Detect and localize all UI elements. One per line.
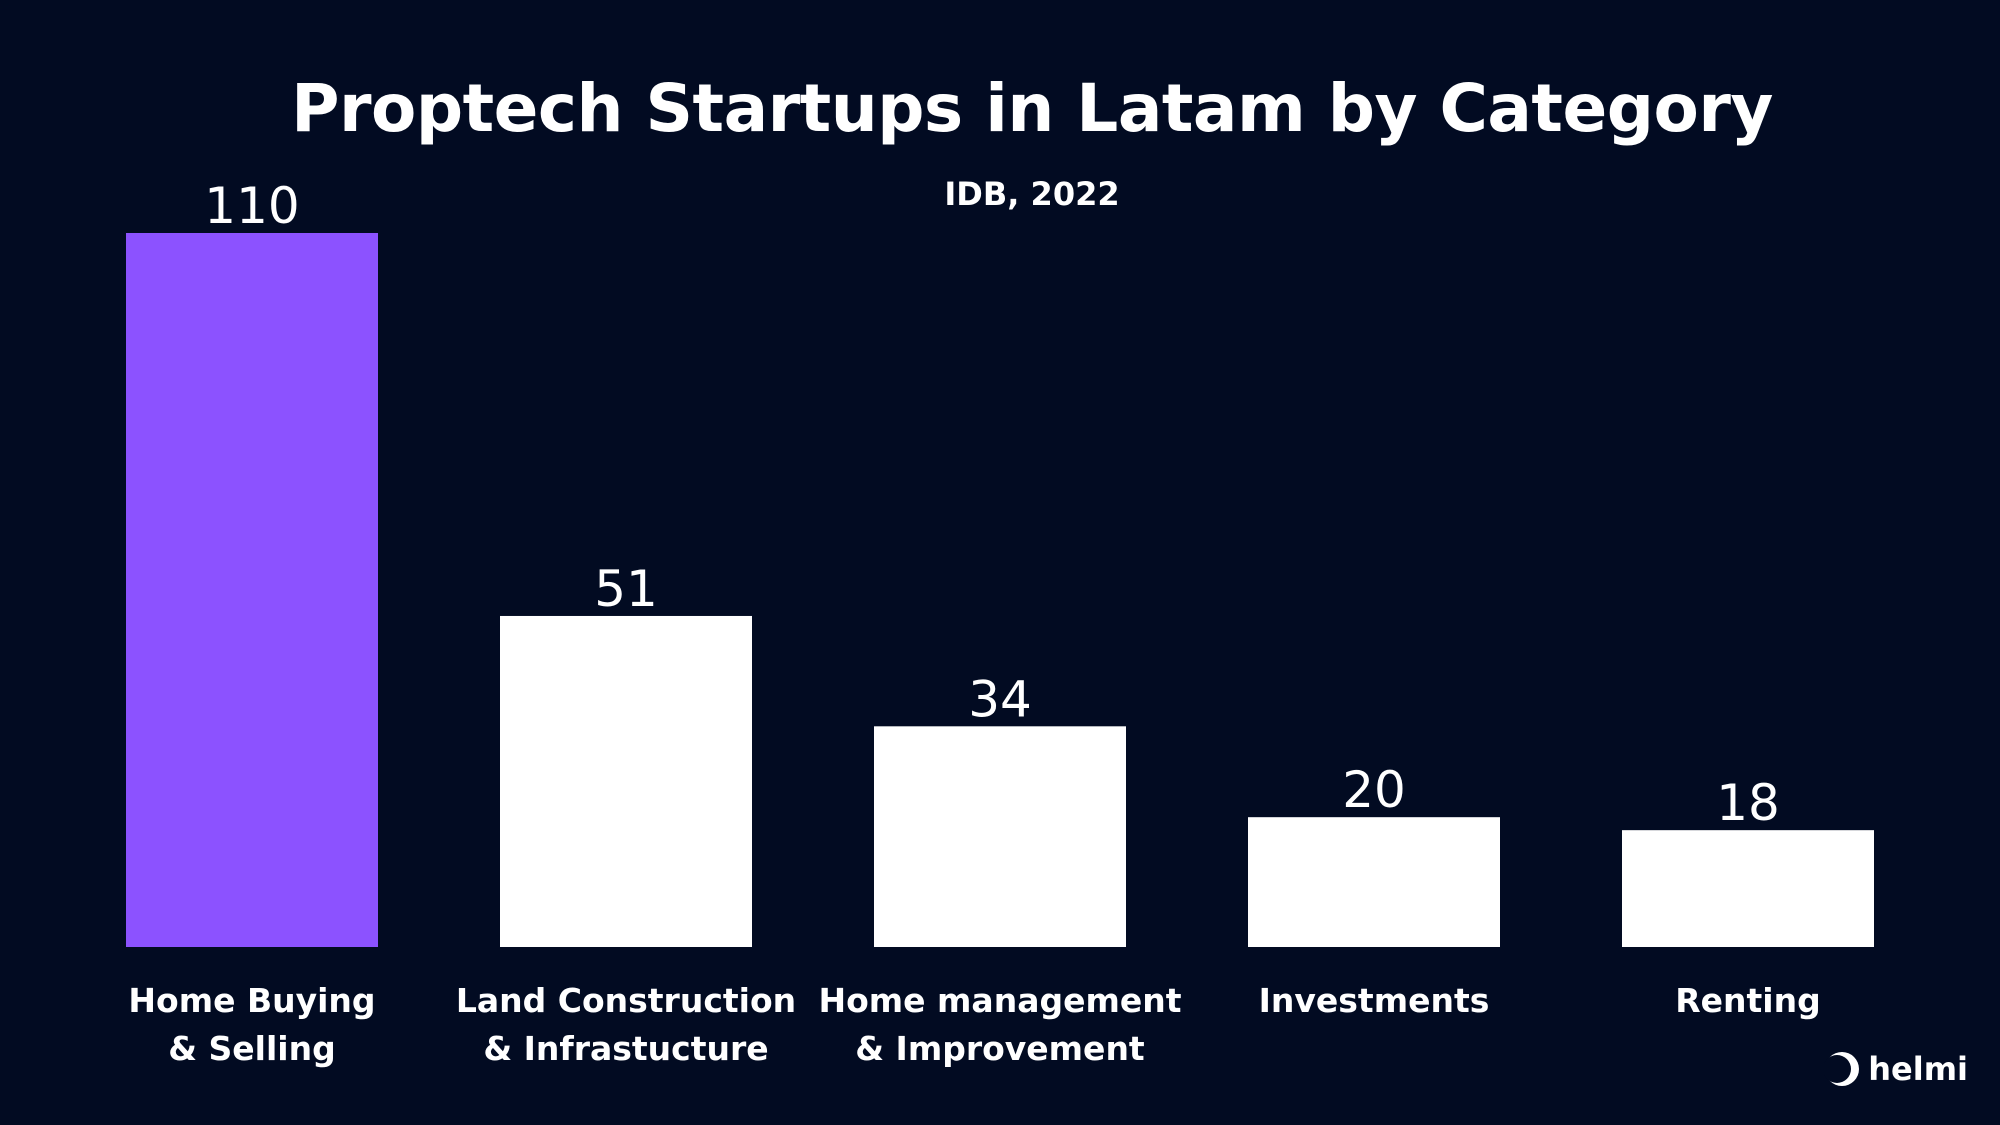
category-label: & Improvement xyxy=(855,1029,1145,1068)
bar xyxy=(500,615,752,947)
category-label: Investments xyxy=(1259,981,1490,1020)
bar xyxy=(126,233,378,947)
category-label: & Infrastucture xyxy=(483,1029,768,1068)
category-label: Home management xyxy=(819,981,1182,1020)
moon-icon xyxy=(1824,1052,1860,1086)
bar xyxy=(1622,830,1874,947)
category-label: Home Buying xyxy=(128,981,375,1020)
category-label: & Selling xyxy=(168,1029,335,1068)
brand-logo: helmi xyxy=(1824,1051,1968,1087)
bar-value-label: 110 xyxy=(204,177,299,235)
chart-title: Proptech Startups in Latam by Category xyxy=(291,70,1773,147)
category-label: Renting xyxy=(1675,981,1821,1020)
bar-value-label: 51 xyxy=(594,560,658,618)
bar xyxy=(874,726,1126,947)
brand-name: helmi xyxy=(1868,1050,1968,1088)
bar-value-label: 18 xyxy=(1716,774,1780,832)
category-label: Land Construction xyxy=(456,981,796,1020)
bar xyxy=(1248,817,1500,947)
bar-value-label: 20 xyxy=(1342,761,1406,819)
bar-value-label: 34 xyxy=(968,670,1032,728)
chart-subtitle: IDB, 2022 xyxy=(944,175,1120,213)
